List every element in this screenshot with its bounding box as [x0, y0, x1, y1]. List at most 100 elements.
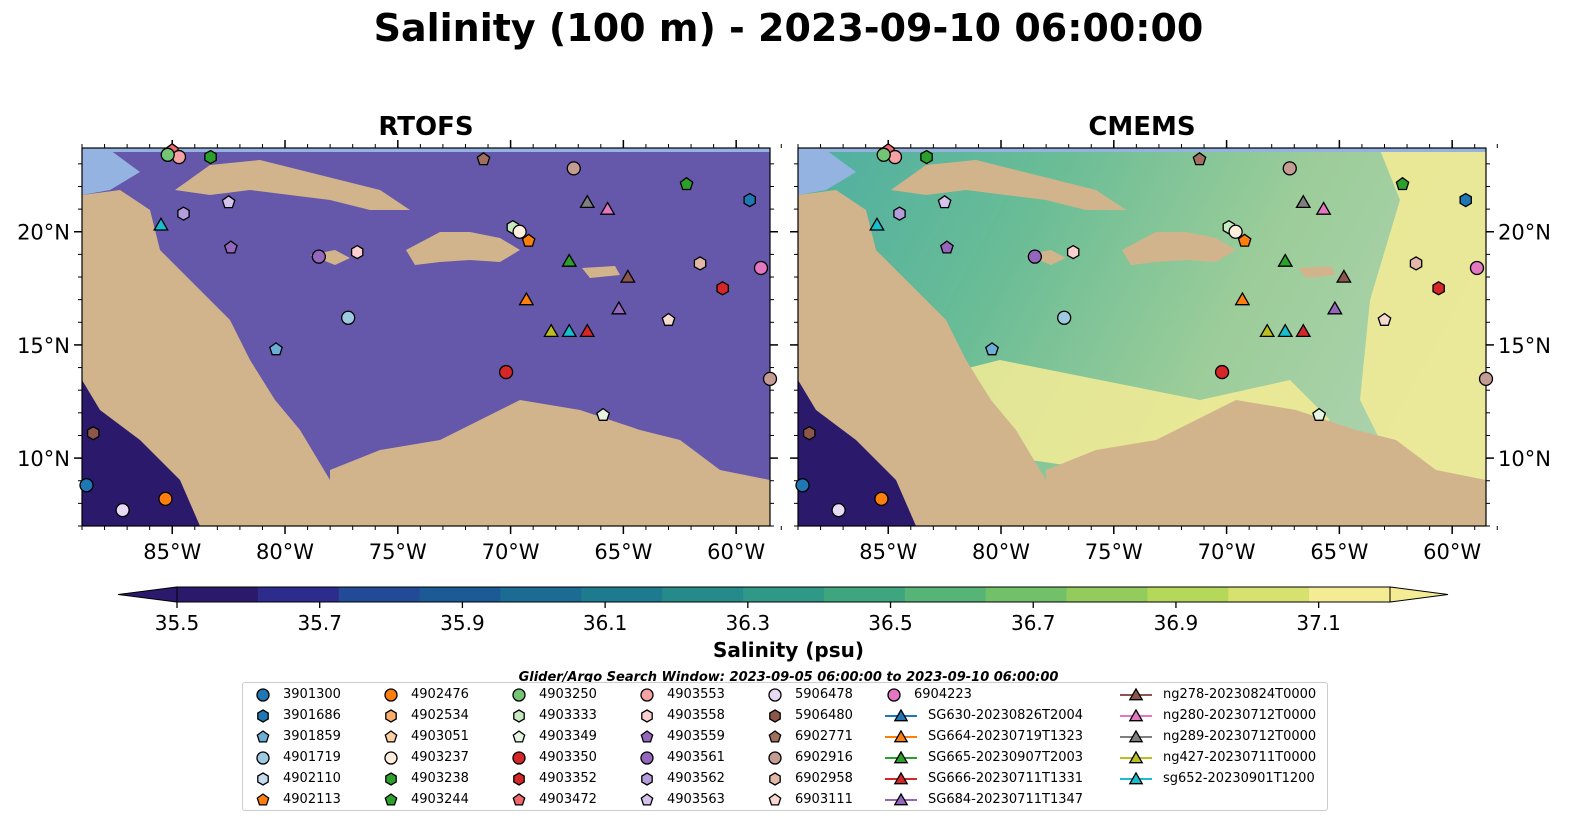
- legend-marker: [769, 771, 781, 786]
- legend-item: 4903563: [637, 789, 725, 810]
- rtofs-frame: [81, 147, 771, 527]
- platform-marker: [1066, 244, 1080, 260]
- legend-item: 3901686: [253, 705, 341, 726]
- panel-title-rtofs: RTOFS: [378, 112, 474, 142]
- platform-marker: [716, 281, 729, 296]
- legend-item: 4903562: [637, 768, 725, 789]
- legend-label: 6902916: [795, 750, 853, 765]
- colorbar-segment: [338, 587, 421, 602]
- legend-item: 4903051: [381, 726, 469, 747]
- platform-marker: [158, 491, 173, 506]
- platform-markers: [79, 142, 1494, 518]
- legend-item: 4902534: [381, 705, 469, 726]
- lat-tick-label: 20°N: [17, 221, 70, 245]
- legend-item: 3901859: [253, 726, 341, 747]
- legend-item: sg652-20230901T1200: [1119, 768, 1315, 789]
- platform-marker: [561, 253, 578, 267]
- platform-marker: [512, 224, 527, 239]
- legend-item: SG630-20230826T2004: [884, 705, 1083, 726]
- platform-marker: [1295, 323, 1312, 338]
- lat-tick-label: 10°N: [17, 447, 70, 471]
- legend-marker: [768, 792, 782, 806]
- legend-label: 4903237: [411, 750, 469, 765]
- platform-marker: [876, 147, 891, 162]
- legend-marker-icon: [385, 708, 397, 723]
- legend-marker: [769, 708, 781, 723]
- lon-tick-label: 60°W: [707, 540, 765, 564]
- colorbar-tick-label: 35.7: [297, 611, 342, 635]
- legend-label: 4903559: [667, 729, 725, 744]
- platform-marker: [521, 233, 536, 247]
- legend-marker-icon: [256, 687, 270, 702]
- platform-marker: [341, 310, 356, 325]
- legend-label: 6903111: [795, 792, 853, 807]
- lon-tick-label: 70°W: [482, 540, 540, 564]
- platform-marker: [1409, 256, 1423, 271]
- legend-marker-icon: [256, 729, 270, 743]
- platform-marker: [1326, 300, 1343, 315]
- legend-marker-icon: [640, 792, 654, 806]
- platform-marker: [1295, 194, 1312, 209]
- legend-item: ng289-20230712T0000: [1119, 726, 1316, 747]
- legend-item: 5906478: [765, 684, 853, 705]
- platform-marker: [566, 161, 581, 176]
- lat-tick-label: 15°N: [1498, 334, 1551, 358]
- legend-marker-icon: [257, 771, 269, 786]
- legend-label: 4903244: [411, 792, 469, 807]
- legend-item: SG666-20230711T1331: [884, 768, 1083, 789]
- legend-item: 6904223: [884, 684, 972, 705]
- legend-marker: [257, 708, 269, 723]
- legend-marker-icon: [384, 792, 398, 806]
- legend-marker-icon: [256, 792, 270, 806]
- legend-marker: [256, 687, 270, 702]
- legend-marker-icon: [1120, 771, 1152, 784]
- legend-marker-icon: [513, 708, 525, 723]
- legend-marker-icon: [641, 708, 653, 723]
- lon-tick-label: 60°W: [1423, 540, 1481, 564]
- legend-marker: [384, 792, 398, 806]
- legend-item: 4903558: [637, 705, 725, 726]
- search-window-note: Glider/Argo Search Window: 2023-09-05 06…: [518, 670, 1059, 685]
- legend-marker: [256, 750, 270, 765]
- platform-marker: [596, 407, 611, 421]
- lon-tick-label: 65°W: [594, 540, 652, 564]
- legend-label: 4903051: [411, 729, 469, 744]
- platform-marker: [893, 206, 906, 221]
- platform-marker: [1282, 161, 1297, 176]
- colorbar-tick-label: 36.1: [583, 611, 628, 635]
- legend-marker: [1128, 771, 1144, 784]
- legend-item: SG664-20230719T1323: [884, 726, 1083, 747]
- legend-item: 4903244: [381, 789, 469, 810]
- legend-label: SG666-20230711T1331: [928, 771, 1084, 786]
- colorbar-tick-label: 35.5: [155, 611, 200, 635]
- legend-marker-icon: [640, 729, 654, 743]
- platform-marker: [920, 149, 933, 165]
- legend-label: 5906480: [795, 708, 853, 723]
- legend-marker-icon: [385, 771, 397, 786]
- platform-marker: [599, 201, 616, 215]
- platform-marker: [1259, 323, 1276, 338]
- legend-label: 4903563: [667, 792, 725, 807]
- colorbar-label: Salinity (psu): [712, 638, 864, 662]
- legend-marker-icon: [768, 750, 782, 765]
- legend-label: 4903333: [539, 708, 597, 723]
- platform-marker: [579, 323, 596, 338]
- legend-marker: [385, 708, 397, 723]
- legend-label: 6902958: [795, 771, 853, 786]
- legend-item: 4903250: [509, 684, 597, 705]
- platform-marker: [1228, 224, 1243, 239]
- legend-marker: [893, 729, 909, 742]
- platform-marker: [498, 364, 514, 380]
- lon-tick-label: 85°W: [859, 540, 917, 564]
- legend-label: 4903250: [539, 687, 597, 702]
- main-title: Salinity (100 m) - 2023-09-10 06:00:00: [373, 6, 1204, 50]
- legend-marker-icon: [768, 729, 782, 743]
- legend-label: SG664-20230719T1323: [928, 729, 1084, 744]
- colorbar: 35.5 35.7 35.9 36.1 36.3 36.5 36.7 36.9 37.1: [117, 586, 1449, 635]
- colorbar-tick-label: 36.9: [1154, 611, 1199, 635]
- legend-marker: [640, 750, 654, 765]
- platform-marker: [86, 425, 100, 441]
- platform-marker: [1315, 201, 1332, 215]
- platform-marker: [743, 192, 756, 208]
- legend-marker-icon: [768, 792, 782, 806]
